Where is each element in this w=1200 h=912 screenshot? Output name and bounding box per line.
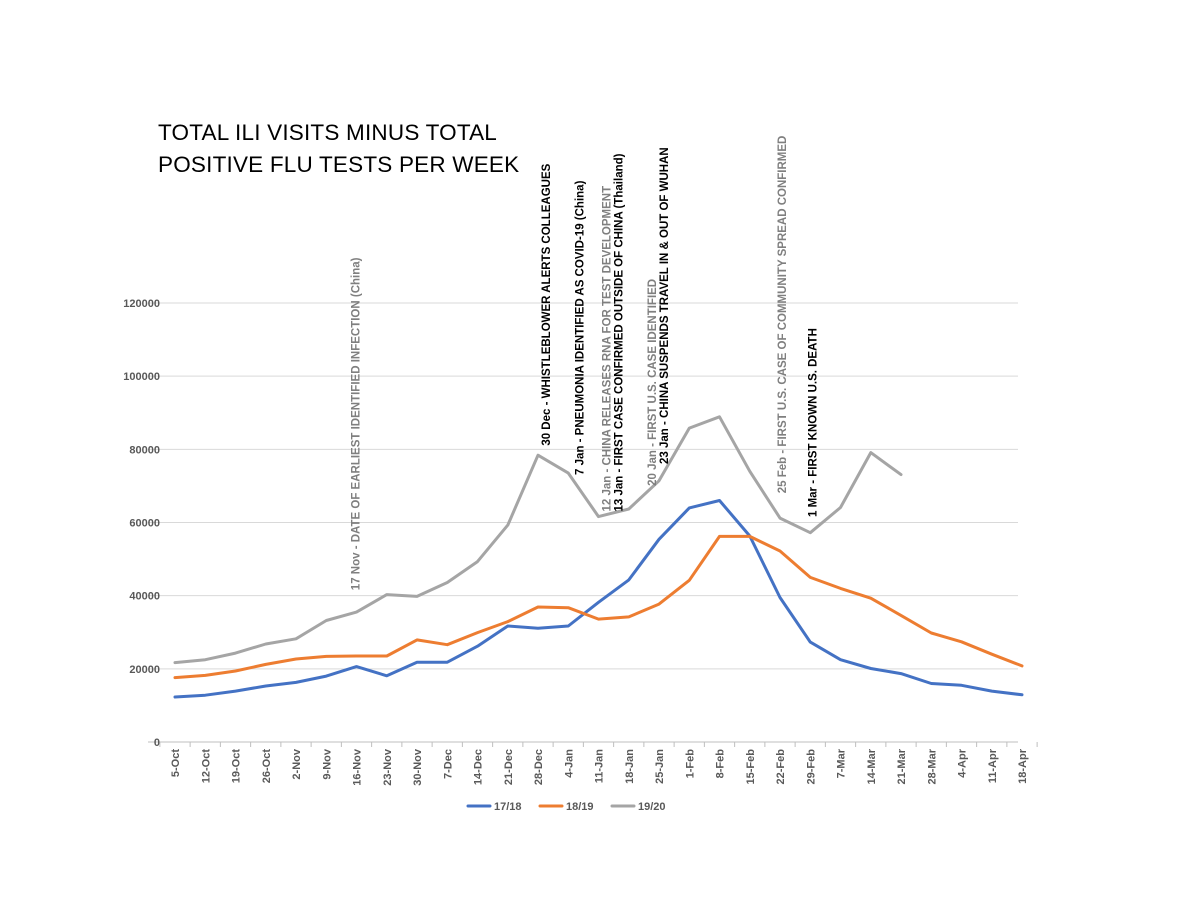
x-tick-label: 7-Dec (442, 749, 454, 779)
legend-label: 18/19 (566, 801, 594, 813)
y-tick-label: 40000 (129, 591, 160, 603)
x-tick-label: 11-Jan (594, 749, 606, 784)
legend-label: 19/20 (638, 801, 666, 813)
x-tick-label: 8-Feb (715, 749, 727, 779)
legend: 17/18 18/19 19/20 (466, 801, 666, 813)
x-tick-label: 28-Mar (926, 748, 938, 784)
legend-label: 17/18 (494, 801, 522, 813)
event-annotation: 25 Feb - FIRST U.S. CASE OF COMMUNITY SP… (777, 136, 789, 494)
x-tick-label: 1-Feb (684, 749, 696, 779)
x-tick-label: 5-Oct (170, 749, 182, 777)
event-annotation: 1 Mar - FIRST KNOWN U.S. DEATH (807, 328, 819, 517)
chart-title-line-2: POSITIVE FLU TESTS PER WEEK (158, 152, 520, 177)
x-tick-label: 26-Oct (261, 749, 273, 784)
annotations: 17 Nov - DATE OF EARLIEST IDENTIFIED INF… (351, 136, 820, 591)
x-tick-label: 25-Jan (654, 749, 666, 784)
x-tick-label: 12-Oct (200, 749, 212, 784)
x-tick-label: 11-Apr (987, 748, 999, 783)
series-line-17-18 (173, 499, 1024, 699)
x-tick-label: 28-Dec (533, 749, 545, 785)
event-annotation: 20 Jan - FIRST U.S. CASE IDENTIFIED (647, 279, 659, 486)
y-tick-label: 20000 (129, 664, 160, 676)
y-tick-label: 60000 (129, 518, 160, 530)
event-annotation: 23 Jan - CHINA SUSPENDS TRAVEL IN & OUT … (659, 147, 671, 464)
y-tick-label: 120000 (123, 298, 160, 310)
x-tick-label: 19-Oct (231, 749, 243, 784)
x-tick-label: 30-Nov (412, 748, 424, 786)
chart-title: TOTAL ILI VISITS MINUS TOTAL POSITIVE FL… (158, 117, 519, 181)
y-tick-label: 100000 (123, 371, 160, 383)
y-tick-label: 80000 (129, 444, 160, 456)
gridlines (148, 302, 1018, 743)
x-tick-label: 18-Jan (624, 749, 636, 784)
x-tick-label: 14-Mar (866, 748, 878, 784)
y-tick-label: 0 (154, 737, 160, 749)
series-lines (173, 415, 1024, 699)
chart-title-line-1: TOTAL ILI VISITS MINUS TOTAL (158, 120, 498, 145)
x-tick-label: 23-Nov (382, 748, 394, 786)
y-axis: 0 20000 40000 60000 80000 100000 120000 (123, 298, 160, 749)
event-annotation: 30 Dec - WHISTLEBLOWER ALERTS COLLEAGUES (541, 163, 553, 445)
series-line-18-19 (173, 534, 1024, 680)
x-tick-label: 14-Dec (473, 749, 485, 785)
x-tick-label: 4-Jan (563, 749, 575, 778)
x-tick-label: 21-Dec (503, 749, 515, 785)
x-tick-label: 4-Apr (957, 748, 969, 777)
x-tick-label: 21-Mar (896, 748, 908, 784)
x-tick-label: 2-Nov (291, 748, 303, 779)
x-tick-label: 9-Nov (321, 748, 333, 779)
event-annotation: 12 Jan - CHINA RELEASES RNA FOR TEST DEV… (602, 186, 614, 512)
event-annotation: 17 Nov - DATE OF EARLIEST IDENTIFIED INF… (351, 257, 363, 590)
series-line-19-20 (173, 415, 903, 665)
x-tick-label: 22-Feb (775, 749, 787, 785)
x-tick-label: 18-Apr (1017, 748, 1029, 784)
x-tick-label: 7-Mar (836, 748, 848, 778)
x-tick-label: 29-Feb (805, 749, 817, 785)
x-tick-label: 16-Nov (352, 748, 364, 786)
x-axis: 5-Oct 12-Oct 19-Oct 26-Oct 2-Nov 9-Nov 16-Nov 2… (159, 742, 1038, 786)
x-tick-label: 15-Feb (745, 749, 757, 785)
event-annotation: 7 Jan - PNEUMONIA IDENTIFIED AS COVID-19… (574, 180, 586, 475)
event-annotation: 13 Jan - FIRST CASE CONFIRMED OUTSIDE OF… (614, 153, 626, 511)
